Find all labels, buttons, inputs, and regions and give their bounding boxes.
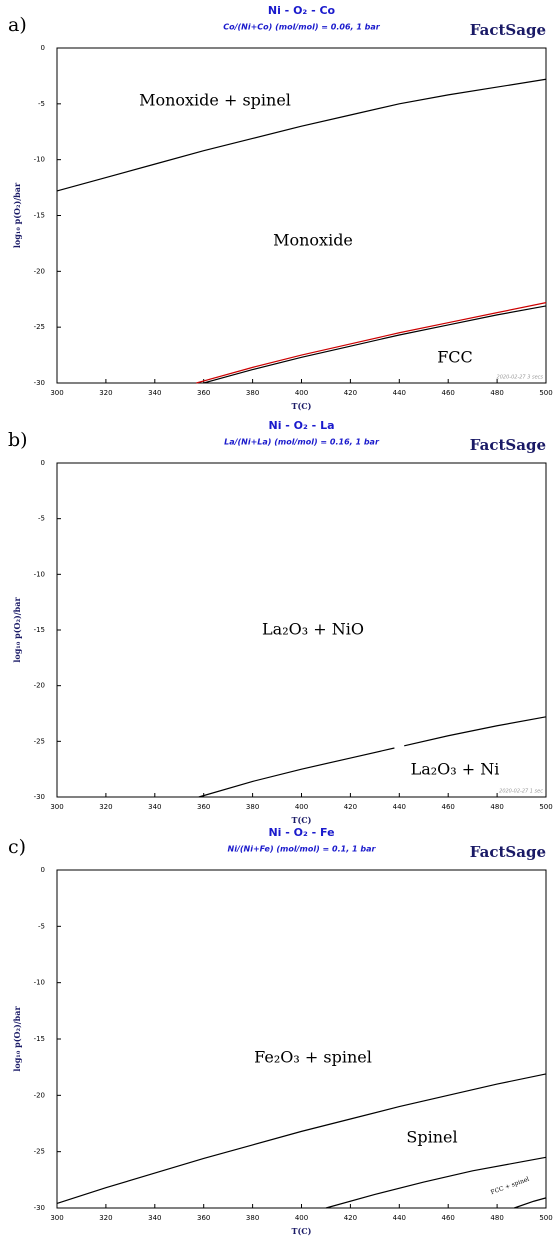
x-tick-label: 460	[442, 389, 455, 397]
y-axis-label: log₁₀ p(O₂)/bar	[12, 182, 22, 248]
y-tick-label: -20	[34, 682, 45, 690]
x-tick-label: 460	[442, 1214, 455, 1222]
panel-label: c)	[8, 836, 26, 858]
y-tick-label: -20	[34, 1091, 45, 1099]
y-tick-label: 0	[41, 459, 45, 467]
panel: c) Ni - O₂ - Fe Ni/(Ni+Fe) (mol/mol) = 0.1…	[8, 826, 553, 1236]
chart-subtitle: La/(Ni+La) (mol/mol) = 0.16, 1 bar	[224, 438, 380, 447]
x-tick-label: 400	[295, 803, 308, 811]
y-tick-label: 0	[41, 44, 45, 52]
x-tick-label: 380	[246, 389, 259, 397]
x-tick-label: 420	[344, 803, 357, 811]
region-label: FCC	[437, 348, 473, 367]
x-tick-label: 420	[344, 1214, 357, 1222]
y-tick-label: -5	[38, 515, 45, 523]
x-tick-label: 300	[50, 803, 63, 811]
x-tick-label: 440	[393, 803, 406, 811]
region-label: FCC + spinel	[490, 1176, 530, 1196]
region-label: La₂O₃ + NiO	[262, 620, 364, 639]
y-tick-label: 0	[41, 866, 45, 874]
chart-title: Ni - O₂ - Fe	[268, 826, 334, 839]
x-tick-label: 480	[490, 1214, 503, 1222]
phase-boundary	[196, 302, 547, 384]
y-tick-label: -15	[34, 212, 45, 220]
note: 2020-02-27 3 secs	[497, 375, 544, 381]
region-label: Fe₂O₃ + spinel	[254, 1048, 372, 1067]
panel: b) Ni - O₂ - La La/(Ni+La) (mol/mol) = 0.1…	[8, 419, 553, 825]
x-tick-label: 380	[246, 803, 259, 811]
panel: a) Ni - O₂ - Co Co/(Ni+Co) (mol/mol) = 0.0…	[8, 4, 553, 411]
x-tick-label: 440	[393, 389, 406, 397]
x-tick-label: 380	[246, 1214, 259, 1222]
y-tick-label: -25	[34, 1148, 45, 1156]
y-tick-label: -10	[34, 156, 45, 164]
x-tick-label: 480	[490, 803, 503, 811]
panel-label: a)	[8, 14, 27, 36]
x-tick-label: 340	[148, 389, 161, 397]
x-tick-label: 400	[295, 1214, 308, 1222]
y-tick-label: -20	[34, 267, 45, 275]
x-tick-label: 400	[295, 389, 308, 397]
y-axis-label: log₁₀ p(O₂)/bar	[12, 1006, 22, 1072]
x-tick-label: 360	[197, 389, 210, 397]
y-tick-label: -25	[34, 737, 45, 745]
x-tick-label: 360	[197, 803, 210, 811]
y-tick-label: -10	[34, 570, 45, 578]
y-tick-label: -10	[34, 979, 45, 987]
x-tick-label: 300	[50, 389, 63, 397]
phase-boundary	[56, 1073, 547, 1205]
x-tick-label: 340	[148, 803, 161, 811]
region-label: Monoxide + spinel	[139, 91, 291, 110]
chart-subtitle: Co/(Ni+Co) (mol/mol) = 0.06, 1 bar	[223, 23, 381, 32]
plot-frame	[56, 47, 547, 384]
panel-label: b)	[8, 429, 28, 451]
phase-boundary	[514, 1197, 547, 1209]
region-label: La₂O₃ + Ni	[411, 760, 500, 779]
phase-boundary	[325, 1156, 547, 1209]
x-tick-label: 320	[99, 1214, 112, 1222]
x-tick-label: 480	[490, 389, 503, 397]
y-axis-label: log₁₀ p(O₂)/bar	[12, 597, 22, 663]
chart-title: Ni - O₂ - Co	[268, 4, 336, 17]
chart-subtitle: Ni/(Ni+Fe) (mol/mol) = 0.1, 1 bar	[228, 845, 377, 854]
plot-frame	[56, 869, 547, 1209]
y-tick-label: -15	[34, 1035, 45, 1043]
phase-boundary	[203, 305, 547, 384]
y-tick-label: -30	[34, 379, 45, 387]
region-label: Monoxide	[273, 231, 353, 250]
region-label: Spinel	[406, 1128, 457, 1147]
y-tick-label: -30	[34, 1204, 45, 1212]
y-tick-label: -30	[34, 793, 45, 801]
y-tick-label: -15	[34, 626, 45, 634]
x-axis-label: T(C)	[292, 815, 312, 825]
phase-boundary	[56, 78, 547, 192]
x-tick-label: 500	[539, 803, 552, 811]
x-tick-label: 500	[539, 389, 552, 397]
y-tick-label: -5	[38, 100, 45, 108]
note: 2020-02-27 1 sec	[499, 789, 543, 795]
x-tick-label: 320	[99, 803, 112, 811]
logo: FactSage	[470, 843, 546, 861]
x-axis-label: T(C)	[292, 1226, 312, 1236]
x-tick-label: 340	[148, 1214, 161, 1222]
phase-boundary	[198, 716, 547, 798]
x-tick-label: 300	[50, 1214, 63, 1222]
logo: FactSage	[470, 436, 546, 454]
logo: FactSage	[470, 21, 546, 39]
x-axis-label: T(C)	[292, 401, 312, 411]
x-tick-label: 420	[344, 389, 357, 397]
y-tick-label: -5	[38, 922, 45, 930]
x-tick-label: 500	[539, 1214, 552, 1222]
x-tick-label: 460	[442, 803, 455, 811]
chart-title: Ni - O₂ - La	[268, 419, 334, 432]
x-tick-label: 360	[197, 1214, 210, 1222]
x-tick-label: 320	[99, 389, 112, 397]
x-tick-label: 440	[393, 1214, 406, 1222]
y-tick-label: -25	[34, 323, 45, 331]
